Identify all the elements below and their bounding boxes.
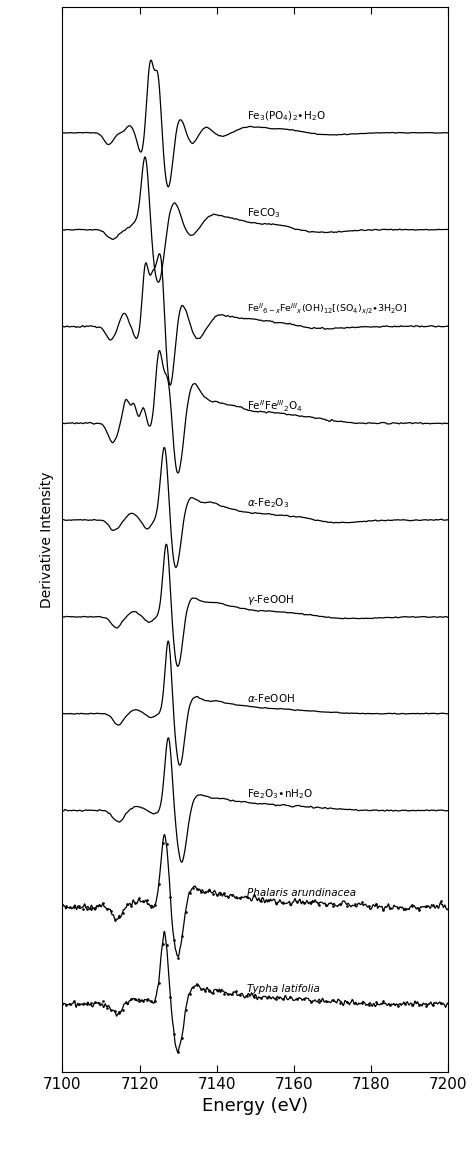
Text: Typha latifolia: Typha latifolia [247, 984, 320, 995]
Text: Phalaris arundinacea: Phalaris arundinacea [247, 887, 356, 898]
Text: Fe$^{II}$Fe$^{III}$$_2$O$_4$: Fe$^{II}$Fe$^{III}$$_2$O$_4$ [247, 397, 303, 414]
Text: $\gamma$-FeOOH: $\gamma$-FeOOH [247, 593, 295, 607]
Y-axis label: Derivative Intensity: Derivative Intensity [40, 471, 54, 608]
Text: $\alpha$-FeOOH: $\alpha$-FeOOH [247, 692, 295, 704]
Text: Fe$_3$(PO$_4$)$_2$$\bullet$H$_2$O: Fe$_3$(PO$_4$)$_2$$\bullet$H$_2$O [247, 110, 326, 123]
X-axis label: Energy (eV): Energy (eV) [202, 1098, 308, 1115]
Text: FeCO$_3$: FeCO$_3$ [247, 206, 282, 220]
Text: $\alpha$-Fe$_2$O$_3$: $\alpha$-Fe$_2$O$_3$ [247, 497, 290, 511]
Text: Fe$^{II}$$_{6-x}$Fe$^{III}$$_x$(OH)$_{12}$[(SO$_4$)$_{x/2}$$\bullet$3H$_2$O]: Fe$^{II}$$_{6-x}$Fe$^{III}$$_x$(OH)$_{12… [247, 302, 408, 317]
Text: Fe$_2$O$_3$$\bullet$nH$_2$O: Fe$_2$O$_3$$\bullet$nH$_2$O [247, 787, 313, 801]
